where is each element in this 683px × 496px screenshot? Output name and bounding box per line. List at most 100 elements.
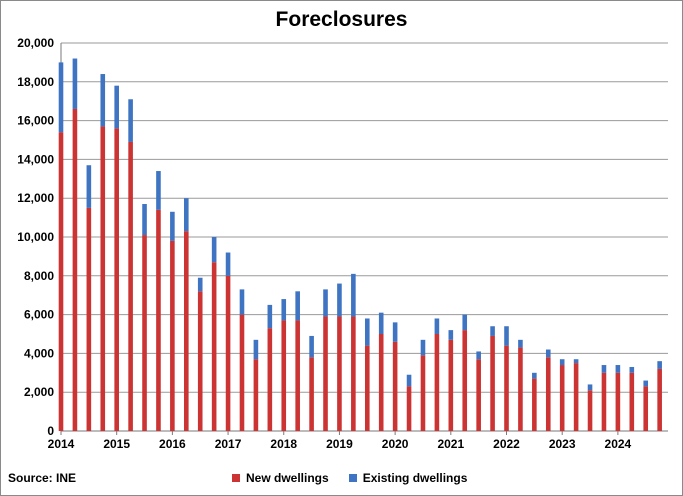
source-note: Source: INE	[8, 471, 77, 485]
y-tick-label: 14,000	[17, 152, 54, 166]
bar-new-dwellings	[225, 275, 231, 431]
bar-existing-dwellings	[587, 384, 593, 391]
x-tick-label: 2019	[326, 437, 353, 451]
bar-new-dwellings	[323, 316, 328, 431]
bar-new-dwellings	[378, 334, 384, 431]
bar-existing-dwellings	[504, 326, 509, 346]
bar-existing-dwellings	[615, 365, 621, 373]
bar-existing-dwellings	[253, 339, 259, 360]
bar-new-dwellings	[601, 372, 607, 431]
bar-new-dwellings	[351, 316, 356, 431]
x-tick-label: 2014	[48, 437, 75, 451]
bar-new-dwellings	[448, 339, 454, 431]
legend-swatch-new-dwellings	[232, 474, 240, 482]
bar-new-dwellings	[72, 108, 78, 432]
bar-new-dwellings	[197, 291, 203, 431]
bar-existing-dwellings	[281, 299, 287, 321]
bar-existing-dwellings	[309, 335, 314, 358]
bar-new-dwellings	[128, 141, 133, 431]
bar-new-dwellings	[462, 330, 468, 431]
x-tick-label: 2020	[382, 437, 409, 451]
bar-existing-dwellings	[378, 312, 384, 334]
bar-existing-dwellings	[406, 374, 412, 387]
bar-existing-dwellings	[156, 171, 161, 210]
bar-new-dwellings	[532, 378, 537, 431]
bar-existing-dwellings	[573, 359, 579, 364]
bar-existing-dwellings	[142, 204, 147, 236]
bar-existing-dwellings	[629, 366, 635, 373]
x-tick-label: 2017	[215, 437, 242, 451]
bar-existing-dwellings	[183, 198, 189, 232]
bar-existing-dwellings	[518, 339, 523, 348]
legend-swatch-existing-dwellings	[348, 474, 357, 482]
bar-new-dwellings	[183, 231, 189, 431]
bar-new-dwellings	[253, 359, 259, 431]
chart-title: Foreclosures	[275, 8, 408, 31]
bar-new-dwellings	[142, 235, 147, 431]
bar-new-dwellings	[114, 128, 119, 432]
legend: New dwellings Existing dwellings	[232, 471, 467, 485]
bar-existing-dwellings	[72, 58, 78, 109]
bar-existing-dwellings	[532, 372, 537, 379]
x-tick-label: 2024	[605, 437, 632, 451]
bar-new-dwellings	[490, 335, 495, 431]
legend-entry-new-dwellings: New dwellings	[232, 471, 329, 485]
y-tick-label: 18,000	[17, 75, 54, 89]
bar-existing-dwellings	[100, 74, 106, 127]
bar-existing-dwellings	[434, 318, 440, 334]
bars	[58, 58, 662, 432]
y-tick-label: 12,000	[17, 191, 54, 205]
bar-new-dwellings	[587, 390, 593, 431]
bar-new-dwellings	[156, 209, 161, 431]
bar-existing-dwellings	[476, 351, 481, 360]
x-tick-label: 2016	[159, 437, 186, 451]
bar-new-dwellings	[559, 365, 565, 431]
bar-existing-dwellings	[490, 326, 495, 336]
legend-entry-existing-dwellings: Existing dwellings	[348, 471, 468, 485]
y-tick-label: 2,000	[24, 385, 54, 399]
bar-new-dwellings	[420, 355, 426, 431]
legend-label-existing-dwellings: Existing dwellings	[362, 471, 468, 485]
bar-new-dwellings	[58, 132, 64, 432]
bar-new-dwellings	[211, 262, 217, 431]
y-tick-label: 6,000	[24, 308, 54, 322]
bar-new-dwellings	[281, 320, 287, 431]
bar-existing-dwellings	[225, 252, 231, 276]
bar-existing-dwellings	[657, 361, 662, 369]
bar-existing-dwellings	[559, 359, 565, 366]
bar-new-dwellings	[267, 328, 273, 431]
bar-new-dwellings	[518, 347, 523, 431]
bar-new-dwellings	[657, 368, 662, 431]
bar-new-dwellings	[170, 240, 175, 431]
bar-existing-dwellings	[462, 314, 468, 331]
bar-new-dwellings	[629, 372, 635, 431]
x-tick-label: 2022	[493, 437, 520, 451]
bar-new-dwellings	[239, 314, 245, 431]
bar-existing-dwellings	[337, 283, 342, 317]
bar-new-dwellings	[643, 386, 649, 431]
legend-label-new-dwellings: New dwellings	[246, 471, 329, 485]
bar-existing-dwellings	[170, 211, 175, 241]
bar-existing-dwellings	[86, 165, 92, 208]
gridlines	[61, 42, 668, 393]
bar-new-dwellings	[545, 357, 551, 431]
x-tick-label: 2021	[437, 437, 464, 451]
bar-existing-dwellings	[197, 277, 203, 292]
bar-existing-dwellings	[545, 349, 551, 358]
bar-existing-dwellings	[364, 318, 370, 346]
x-tick-labels: 2014 2015 2016 2017 2018 2019 2020 2021 2022 2023…	[48, 437, 632, 451]
y-tick-label: 8,000	[24, 269, 54, 283]
bar-existing-dwellings	[392, 322, 398, 342]
bar-existing-dwellings	[323, 289, 328, 317]
bar-existing-dwellings	[128, 99, 133, 142]
bar-new-dwellings	[406, 386, 412, 431]
bar-existing-dwellings	[295, 291, 300, 321]
bar-existing-dwellings	[114, 85, 119, 129]
bar-existing-dwellings	[351, 273, 356, 317]
bar-new-dwellings	[337, 316, 342, 431]
bar-new-dwellings	[476, 359, 481, 431]
bar-new-dwellings	[392, 341, 398, 431]
bar-new-dwellings	[573, 363, 579, 431]
y-tick-label: 0	[47, 424, 54, 438]
